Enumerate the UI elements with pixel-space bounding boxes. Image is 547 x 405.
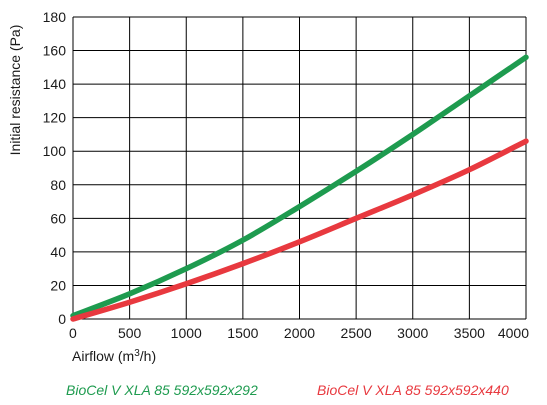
x-axis-title-tail: /h) xyxy=(140,348,156,364)
y-tick-label: 80 xyxy=(50,177,66,193)
tick-labels: 0 20 40 60 80 100 120 140 160 180 0 500 1000 1500 2000… xyxy=(43,9,530,341)
x-tick-label: 2000 xyxy=(284,325,315,341)
y-tick-label: 40 xyxy=(50,244,66,260)
grid xyxy=(72,16,527,320)
y-tick-label: 100 xyxy=(43,143,67,159)
y-tick-label: 180 xyxy=(43,9,67,25)
y-tick-label: 20 xyxy=(50,277,66,293)
y-tick-label: 140 xyxy=(43,76,67,92)
series-line-2 xyxy=(70,138,529,322)
legend-entry-series-2: BioCel V XLA 85 592x592x440 xyxy=(317,382,509,398)
y-axis-title: Initial resistance (Pa) xyxy=(7,25,23,156)
legend-entry-series-1: BioCel V XLA 85 592x592x292 xyxy=(66,382,258,398)
y-tick-label: 120 xyxy=(43,110,67,126)
y-tick-label: 60 xyxy=(50,210,66,226)
x-tick-label: 0 xyxy=(69,325,77,341)
x-axis-title-sup: 3 xyxy=(134,348,140,359)
y-tick-label: 160 xyxy=(43,43,67,59)
x-tick-label: 1000 xyxy=(171,325,202,341)
x-tick-label: 2500 xyxy=(341,325,372,341)
x-axis-title-base: Airflow (m xyxy=(72,348,134,364)
x-tick-label: 4000 xyxy=(498,325,529,341)
y-tick-label: 0 xyxy=(58,311,66,327)
x-tick-label: 3500 xyxy=(454,325,485,341)
series-lines xyxy=(70,54,529,322)
series-line-1 xyxy=(70,54,529,319)
x-tick-label: 3000 xyxy=(397,325,428,341)
x-tick-label: 1500 xyxy=(227,325,258,341)
x-axis-title: Airflow (m3/h) xyxy=(72,348,156,364)
x-tick-label: 500 xyxy=(118,325,142,341)
